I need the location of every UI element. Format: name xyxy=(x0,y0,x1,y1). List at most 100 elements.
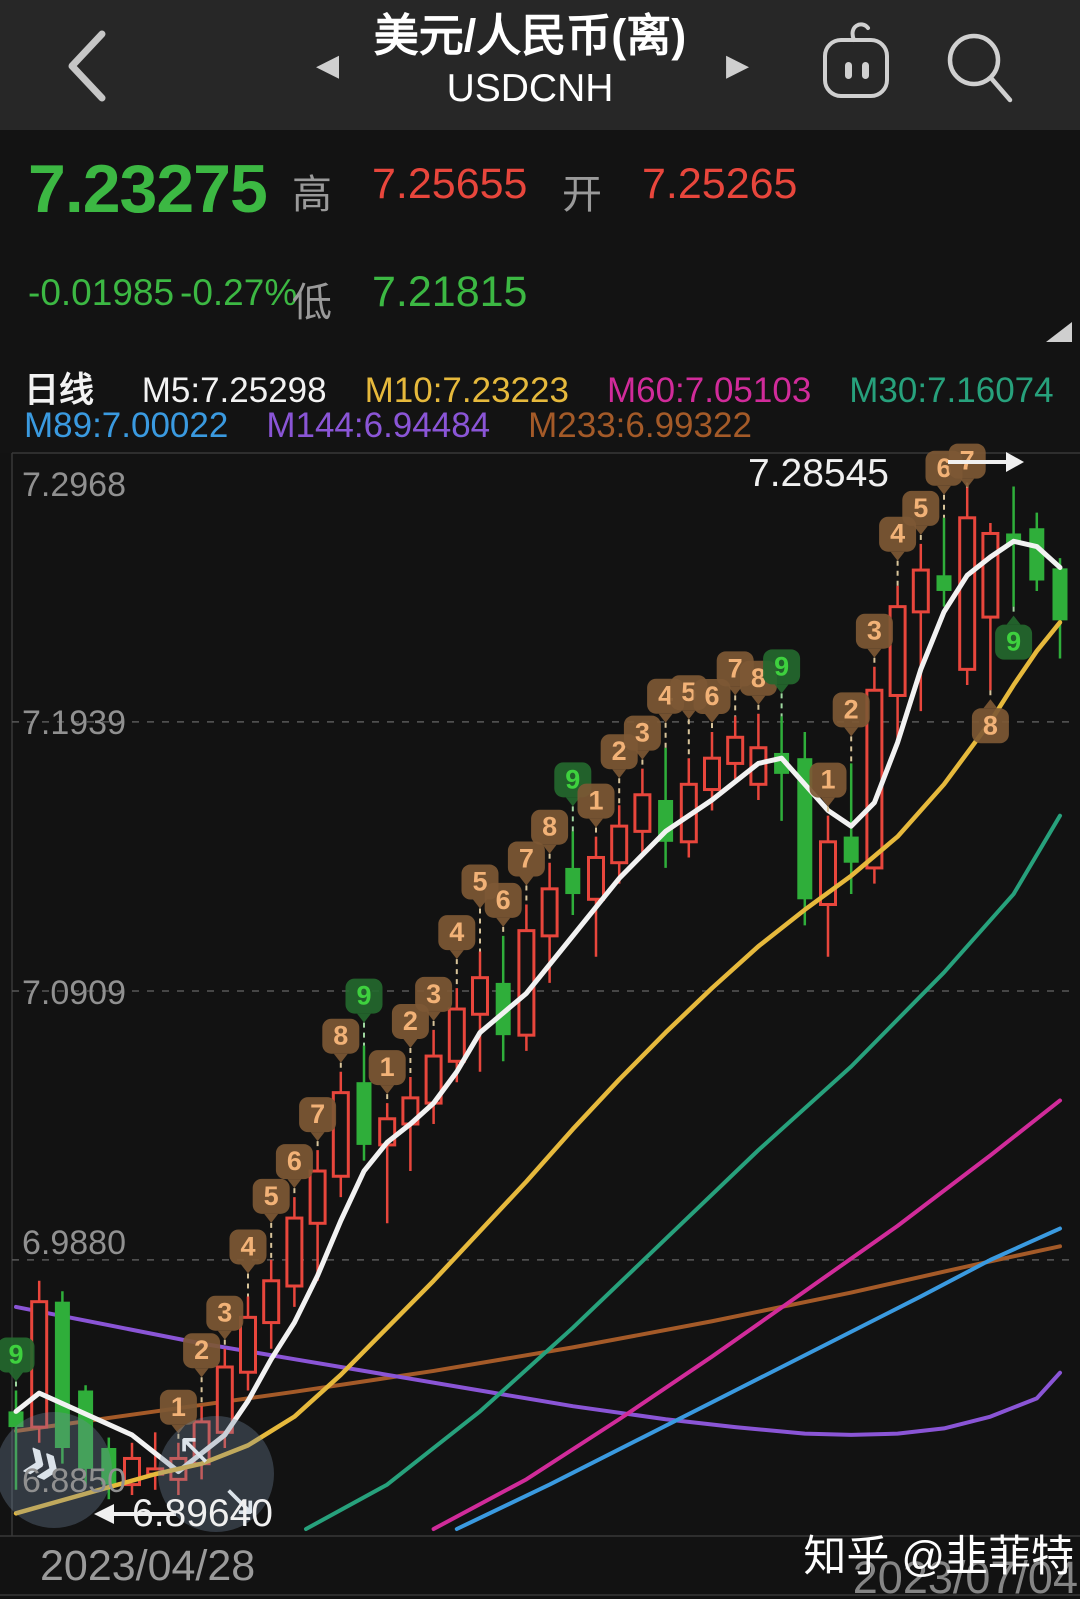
td-count-badge xyxy=(299,1097,337,1133)
td-count-badge-tail xyxy=(937,485,951,495)
td-count-badge xyxy=(0,1337,35,1373)
low-arrow-head xyxy=(94,1504,114,1524)
candle-body-down xyxy=(495,982,511,1036)
td-count-badge-tail xyxy=(194,1368,209,1378)
td-count-badge-tail xyxy=(449,950,464,960)
td-count-badge-number: 8 xyxy=(983,710,998,740)
td-count-badge-number: 4 xyxy=(890,519,905,549)
td-count-badge xyxy=(531,809,569,845)
td-count-badge-tail xyxy=(426,1011,441,1021)
td-count-badge-tail xyxy=(913,525,928,535)
ma-line-m233 xyxy=(14,1244,1062,1434)
td-count-badge-number: 2 xyxy=(612,736,627,766)
td-count-badge xyxy=(391,1003,429,1039)
symbol-title: 美元/人民币(离) xyxy=(373,10,687,61)
candle-body-down xyxy=(1029,528,1045,581)
td-count-badge-tail xyxy=(751,695,766,705)
td-count-badge-number: 5 xyxy=(472,867,487,897)
ma-line-m89 xyxy=(454,1226,1062,1531)
td-count-badge-number: 8 xyxy=(542,812,557,842)
expand-arrow-up-left-icon: ↖ xyxy=(176,1425,213,1474)
price-change-percent: -0.27% xyxy=(180,272,298,313)
td-count-badge-number: 9 xyxy=(565,764,580,794)
td-count-badge-tail xyxy=(380,1085,395,1095)
candle-body-up xyxy=(911,568,930,614)
td-count-badge-tail xyxy=(171,1424,186,1434)
td-count-badge xyxy=(159,1389,197,1425)
td-count-badge xyxy=(577,783,615,819)
td-count-badge-number: 5 xyxy=(264,1181,279,1211)
td-count-badge xyxy=(368,1050,406,1086)
td-count-badge-tail xyxy=(1006,615,1021,625)
search-icon[interactable] xyxy=(938,24,1022,110)
td-count-badge xyxy=(415,976,453,1012)
td-count-badge-tail xyxy=(473,899,487,909)
td-count-badge xyxy=(809,762,847,798)
high-label: 高 xyxy=(292,173,332,217)
td-count-badge-number: 5 xyxy=(681,677,696,707)
td-count-badge-tail xyxy=(519,876,534,886)
td-count-badge-number: 5 xyxy=(913,493,928,523)
ma-legend-item: M233:6.99322 xyxy=(528,406,752,445)
candle-body-down xyxy=(101,1447,117,1485)
robot-assistant-icon[interactable] xyxy=(812,22,902,112)
td-count-badge-tail xyxy=(867,648,882,658)
candle-body-up xyxy=(308,1169,327,1225)
ma-legend: 日线 M5:7.25298 M10:7.23223 M60:7.05103 M30:7… xyxy=(0,348,1080,453)
td-count-badge-number: 4 xyxy=(449,917,464,947)
td-count-badge xyxy=(275,1144,313,1180)
ma-legend-item: M60:7.05103 xyxy=(606,371,812,410)
candle-body-down xyxy=(8,1411,24,1428)
back-icon[interactable] xyxy=(58,26,118,106)
y-axis-label: 6.8850 xyxy=(22,1462,126,1500)
td-count-badge-number: 8 xyxy=(751,663,766,693)
td-count-badge xyxy=(763,649,801,685)
td-count-badge-tail xyxy=(681,710,696,720)
scroll-to-latest-button[interactable]: » xyxy=(0,1412,112,1528)
td-count-badge xyxy=(902,490,940,526)
prev-symbol-arrow-icon[interactable]: ◀ xyxy=(316,49,340,82)
candle-body-down xyxy=(1006,533,1022,544)
td-count-badge-tail xyxy=(774,684,789,694)
ma-legend-row-2: M89:7.00022 M144:6.94484 M233:6.99322 xyxy=(24,406,790,446)
td-count-badge-number: 2 xyxy=(194,1335,209,1365)
high-price: 7.25655 xyxy=(372,160,528,208)
x-axis-end-date: 2023/07/04 xyxy=(852,1552,1078,1599)
candle-body-down xyxy=(565,867,581,895)
symbol-header: 美元/人民币(离) USDCNH xyxy=(340,8,720,114)
ma-line-m5 xyxy=(13,538,1063,1475)
candle-body-up xyxy=(610,824,629,865)
td-count-badge xyxy=(879,516,917,552)
td-count-badge-number: 7 xyxy=(310,1099,325,1129)
ma-legend-item: M30:7.16074 xyxy=(849,371,1054,410)
period-selector[interactable]: 日线 xyxy=(24,371,95,410)
candle-body-up xyxy=(540,887,559,938)
price-change: -0.01985 xyxy=(28,272,175,313)
td-count-badge-tail xyxy=(612,769,627,779)
candle-body-up xyxy=(703,756,721,792)
candle-body-down xyxy=(356,1082,372,1145)
td-count-badge-number: 7 xyxy=(519,844,534,874)
candle-body-down xyxy=(1052,568,1068,621)
td-count-badge-tail xyxy=(565,797,580,807)
td-count-badge-number: 6 xyxy=(936,453,951,483)
td-count-badge-tail xyxy=(960,478,975,488)
td-count-badge-number: 9 xyxy=(356,981,371,1011)
ma-legend-item: M89:7.00022 xyxy=(24,406,229,445)
expand-corner-icon[interactable] xyxy=(1046,322,1072,342)
td-count-badge-tail xyxy=(983,699,998,709)
candle-body-up xyxy=(239,1315,257,1374)
candle-body-down xyxy=(843,836,859,863)
y-axis-label: 7.0909 xyxy=(22,974,126,1012)
td-count-badge-tail xyxy=(403,1038,418,1048)
td-count-badge-tail xyxy=(844,727,859,737)
y-axis-label: 7.2968 xyxy=(22,466,126,504)
next-symbol-arrow-icon[interactable]: ▶ xyxy=(726,49,750,82)
td-count-badge-number: 9 xyxy=(8,1340,23,1370)
fullscreen-toggle-button[interactable]: ↖ ↘ xyxy=(158,1416,274,1532)
td-count-badge-tail xyxy=(658,713,673,723)
y-axis-label: 6.9880 xyxy=(22,1224,126,1262)
td-count-badge-tail xyxy=(635,750,650,760)
ma-legend-item: M10:7.23223 xyxy=(364,371,569,410)
